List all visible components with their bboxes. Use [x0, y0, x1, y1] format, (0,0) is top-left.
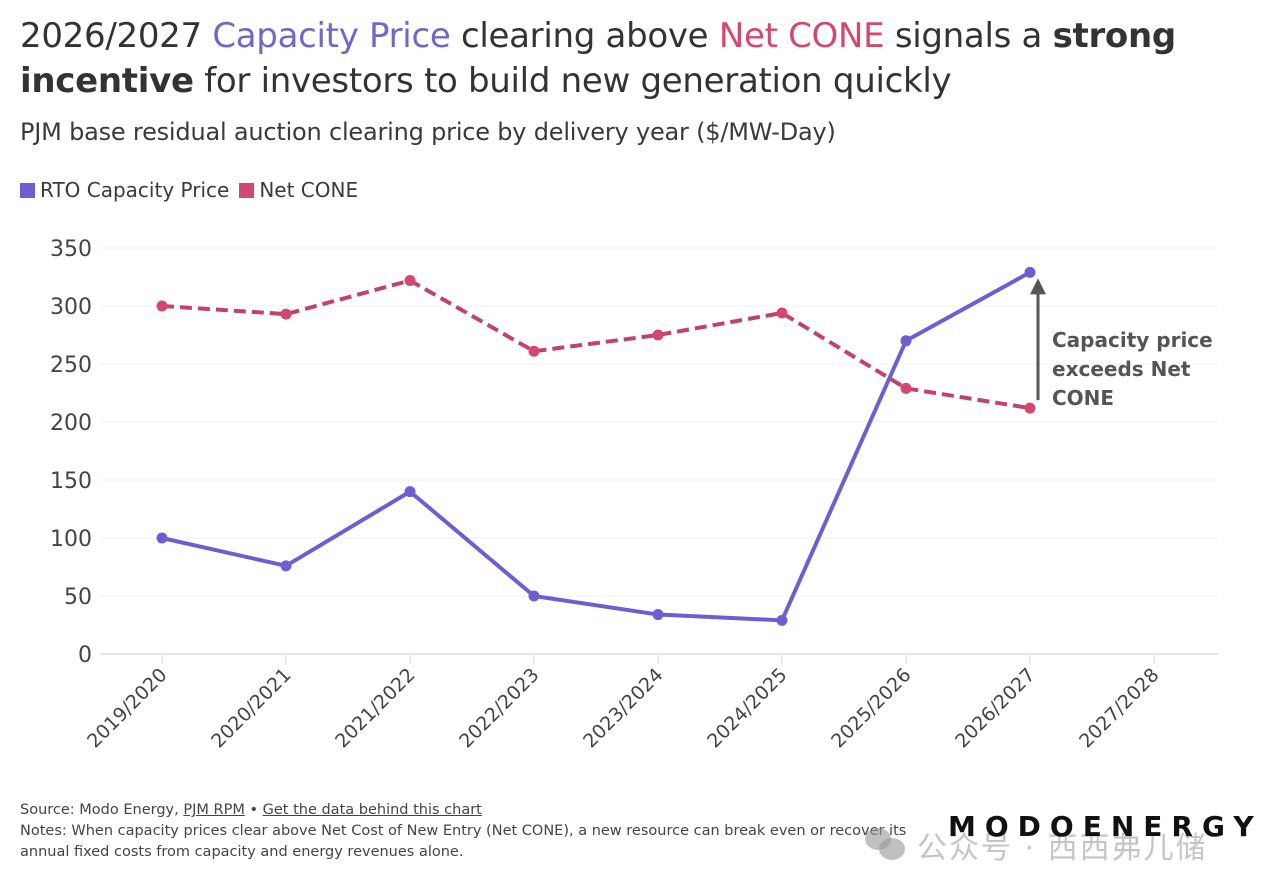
get-data-link[interactable]: Get the data behind this chart [262, 802, 482, 818]
title-part: clearing above [450, 16, 719, 56]
data-point-net-cone [652, 329, 664, 341]
data-point-net-cone [404, 274, 416, 286]
x-axis: 2019/2020 2020/2021 2021/2022 2022/2023 2023… [83, 654, 1164, 752]
annotation-text: Capacity price [1052, 328, 1213, 352]
title-part: signals a [884, 16, 1053, 56]
title-part: 2026/2027 [20, 16, 213, 56]
line-chart: 0 50 100 150 200 250 300 350 2019/2020 2020/2021… [50, 237, 1218, 752]
arrow-up-icon [1030, 278, 1046, 295]
legend-swatch-rto [20, 182, 35, 198]
legend-label: RTO Capacity Price [40, 178, 230, 202]
data-point-rto-capacity-price [156, 532, 168, 544]
y-tick-label: 350 [50, 237, 92, 262]
source-link-pjm-rpm[interactable]: PJM RPM [183, 802, 245, 818]
title-highlight-capacity-price: Capacity Price [212, 16, 451, 56]
wechat-icon [865, 828, 905, 862]
x-tick-label: 2020/2021 [207, 664, 295, 752]
data-point-net-cone [528, 345, 540, 357]
x-tick-label: 2026/2027 [951, 664, 1039, 752]
annotation-text: CONE [1052, 386, 1114, 410]
separator: • [244, 802, 263, 818]
brand-logo: MODOENERGY [948, 810, 1263, 843]
legend: RTO Capacity Price Net CONE [20, 178, 368, 202]
legend-swatch-net-cone [239, 182, 255, 198]
x-tick-label: 2027/2028 [1075, 664, 1163, 752]
data-point-net-cone [156, 300, 168, 312]
grid-lines [100, 247, 1218, 655]
y-axis: 0 50 100 150 200 250 300 350 [50, 237, 92, 668]
source-prefix: Source: Modo Energy, [20, 802, 184, 818]
x-tick-label: 2023/2024 [579, 664, 667, 752]
data-point-rto-capacity-price [776, 614, 788, 626]
chart-subtitle: PJM base residual auction clearing price… [20, 118, 836, 146]
chart-title: 2026/2027 Capacity Price clearing above … [20, 14, 1260, 104]
x-tick-label: 2021/2022 [331, 664, 419, 752]
legend-label: Net CONE [259, 178, 359, 202]
data-point-rto-capacity-price [900, 335, 912, 347]
legend-item-rto[interactable]: RTO Capacity Price [20, 178, 229, 202]
y-tick-label: 0 [78, 643, 92, 668]
title-highlight-net-cone: Net CONE [718, 16, 885, 56]
footer: Source: Modo Energy, PJM RPM • Get the d… [20, 800, 960, 863]
legend-item-net-cone[interactable]: Net CONE [239, 178, 358, 202]
notes: Notes: When capacity prices clear above … [20, 823, 907, 860]
y-tick-label: 300 [50, 295, 92, 320]
y-tick-label: 100 [50, 527, 92, 552]
y-tick-label: 150 [50, 469, 92, 494]
title-emphasis: strong incentive [20, 16, 1176, 101]
x-tick-label: 2019/2020 [83, 664, 171, 752]
x-tick-label: 2022/2023 [455, 664, 543, 752]
watermark: 公众号 · 西西弗儿储 [865, 823, 1208, 867]
data-point-rto-capacity-price [652, 609, 664, 621]
data-point-net-cone [1024, 402, 1036, 414]
title-part: for investors to build new generation qu… [193, 61, 952, 101]
data-point-rto-capacity-price [1024, 266, 1036, 278]
x-tick-label: 2025/2026 [827, 664, 915, 752]
y-tick-label: 200 [50, 411, 92, 436]
data-point-net-cone [900, 382, 912, 394]
data-point-net-cone [776, 307, 788, 319]
series [156, 266, 1036, 626]
x-tick-label: 2024/2025 [703, 664, 791, 752]
series-line-net-cone [161, 278, 1031, 411]
y-tick-label: 250 [50, 353, 92, 378]
data-point-net-cone [280, 308, 292, 320]
source-line: Source: Modo Energy, PJM RPM • Get the d… [20, 800, 960, 821]
data-point-rto-capacity-price [280, 560, 292, 572]
annotation-text: exceeds Net [1052, 357, 1191, 381]
y-tick-label: 50 [64, 585, 92, 610]
watermark-text: 公众号 · 西西弗儿储 [917, 831, 1208, 866]
data-point-rto-capacity-price [528, 590, 540, 602]
annotation: Capacity price exceeds Net CONE [1030, 278, 1213, 410]
series-line-rto-capacity-price [161, 270, 1031, 623]
data-point-rto-capacity-price [404, 486, 416, 498]
